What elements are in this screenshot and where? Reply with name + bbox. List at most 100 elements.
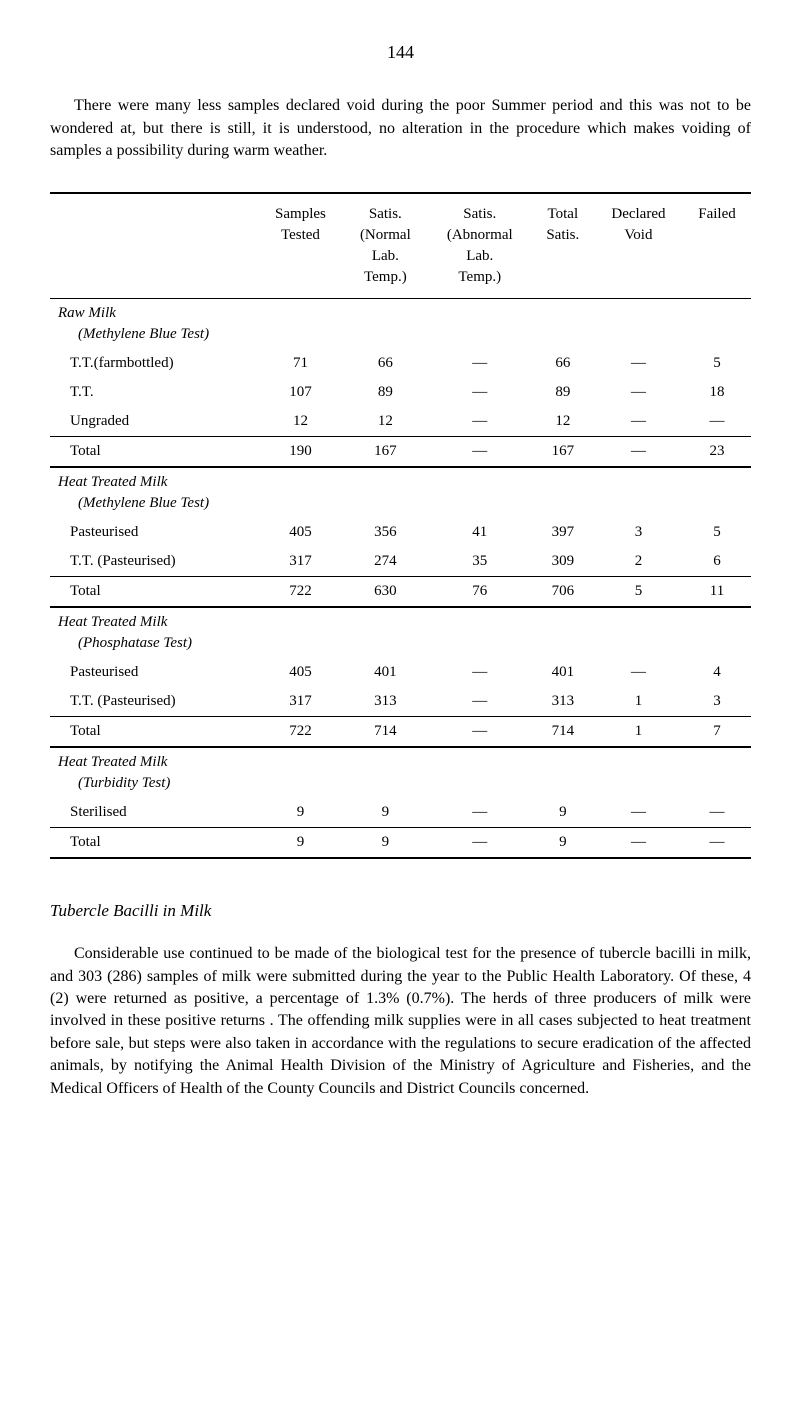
cell: 356 xyxy=(343,518,428,547)
cell: 41 xyxy=(428,518,532,547)
section-title-3: Heat Treated Milk (Turbidity Test) xyxy=(50,747,258,798)
header-declared-void: Declared Void xyxy=(594,193,683,299)
cell: 714 xyxy=(343,717,428,748)
cell: 397 xyxy=(532,518,594,547)
table-row: Ungraded 12 12 — 12 — — xyxy=(50,407,751,437)
cell: — xyxy=(683,828,751,859)
row-label: Pasteurised xyxy=(50,658,258,687)
cell: 1 xyxy=(594,717,683,748)
section-title-0: Raw Milk (Methylene Blue Test) xyxy=(50,299,258,350)
table-row: Sterilised 9 9 — 9 — — xyxy=(50,798,751,828)
cell: 5 xyxy=(594,577,683,608)
cell: 3 xyxy=(594,518,683,547)
cell: 9 xyxy=(532,828,594,859)
row-label: T.T.(farmbottled) xyxy=(50,349,258,378)
cell: 401 xyxy=(343,658,428,687)
cell: 9 xyxy=(258,828,343,859)
cell: — xyxy=(428,828,532,859)
header-satis-normal: Satis. (Normal Lab. Temp.) xyxy=(343,193,428,299)
row-label: Ungraded xyxy=(50,407,258,437)
cell: 12 xyxy=(532,407,594,437)
cell: 190 xyxy=(258,437,343,468)
cell: — xyxy=(594,349,683,378)
cell: — xyxy=(428,798,532,828)
cell: 167 xyxy=(343,437,428,468)
total-row: Total 722 630 76 706 5 11 xyxy=(50,577,751,608)
total-row: Total 9 9 — 9 — — xyxy=(50,828,751,859)
cell: 89 xyxy=(343,378,428,407)
cell: 76 xyxy=(428,577,532,608)
cell: — xyxy=(594,378,683,407)
row-label: Sterilised xyxy=(50,798,258,828)
cell: 9 xyxy=(343,828,428,859)
cell: 5 xyxy=(683,518,751,547)
cell: — xyxy=(594,407,683,437)
header-failed: Failed xyxy=(683,193,751,299)
header-samples-tested: Samples Tested xyxy=(258,193,343,299)
cell: 9 xyxy=(258,798,343,828)
cell: 107 xyxy=(258,378,343,407)
cell: 12 xyxy=(258,407,343,437)
tubercle-section-title: Tubercle Bacilli in Milk xyxy=(50,899,751,923)
cell: 71 xyxy=(258,349,343,378)
cell: — xyxy=(594,798,683,828)
cell: — xyxy=(428,687,532,717)
section-title-1: Heat Treated Milk (Methylene Blue Test) xyxy=(50,467,258,518)
cell: 722 xyxy=(258,717,343,748)
cell: 5 xyxy=(683,349,751,378)
table-row: Pasteurised 405 356 41 397 3 5 xyxy=(50,518,751,547)
cell: — xyxy=(594,658,683,687)
total-label: Total xyxy=(50,828,258,859)
header-total-satis: Total Satis. xyxy=(532,193,594,299)
cell: — xyxy=(683,798,751,828)
row-label: T.T. (Pasteurised) xyxy=(50,687,258,717)
row-label: T.T. xyxy=(50,378,258,407)
cell: 405 xyxy=(258,518,343,547)
intro-paragraph: There were many less samples declared vo… xyxy=(50,95,751,162)
cell: 401 xyxy=(532,658,594,687)
total-label: Total xyxy=(50,437,258,468)
cell: 9 xyxy=(532,798,594,828)
cell: 309 xyxy=(532,547,594,577)
cell: 313 xyxy=(343,687,428,717)
header-satis-abnormal: Satis. (Abnormal Lab. Temp.) xyxy=(428,193,532,299)
cell: 630 xyxy=(343,577,428,608)
page-number: 144 xyxy=(50,40,751,65)
cell: 1 xyxy=(594,687,683,717)
cell: 714 xyxy=(532,717,594,748)
cell: — xyxy=(428,717,532,748)
cell: — xyxy=(428,349,532,378)
tubercle-paragraph: Considerable use continued to be made of… xyxy=(50,943,751,1100)
cell: 66 xyxy=(532,349,594,378)
cell: 18 xyxy=(683,378,751,407)
cell: 9 xyxy=(343,798,428,828)
table-row: T.T. (Pasteurised) 317 313 — 313 1 3 xyxy=(50,687,751,717)
table-row: T.T. 107 89 — 89 — 18 xyxy=(50,378,751,407)
header-blank xyxy=(50,193,258,299)
cell: 706 xyxy=(532,577,594,608)
cell: 317 xyxy=(258,687,343,717)
cell: 722 xyxy=(258,577,343,608)
milk-data-table: Samples Tested Satis. (Normal Lab. Temp.… xyxy=(50,192,751,859)
table-row: T.T. (Pasteurised) 317 274 35 309 2 6 xyxy=(50,547,751,577)
table-row: T.T.(farmbottled) 71 66 — 66 — 5 xyxy=(50,349,751,378)
cell: 11 xyxy=(683,577,751,608)
cell: 313 xyxy=(532,687,594,717)
cell: — xyxy=(594,828,683,859)
cell: 2 xyxy=(594,547,683,577)
total-row: Total 190 167 — 167 — 23 xyxy=(50,437,751,468)
cell: 12 xyxy=(343,407,428,437)
cell: — xyxy=(594,437,683,468)
section-title-2: Heat Treated Milk (Phosphatase Test) xyxy=(50,607,258,658)
table-row: Pasteurised 405 401 — 401 — 4 xyxy=(50,658,751,687)
total-label: Total xyxy=(50,717,258,748)
cell: 35 xyxy=(428,547,532,577)
cell: — xyxy=(428,378,532,407)
cell: 3 xyxy=(683,687,751,717)
cell: 23 xyxy=(683,437,751,468)
cell: 7 xyxy=(683,717,751,748)
cell: 317 xyxy=(258,547,343,577)
cell: — xyxy=(428,437,532,468)
cell: 6 xyxy=(683,547,751,577)
cell: — xyxy=(428,407,532,437)
